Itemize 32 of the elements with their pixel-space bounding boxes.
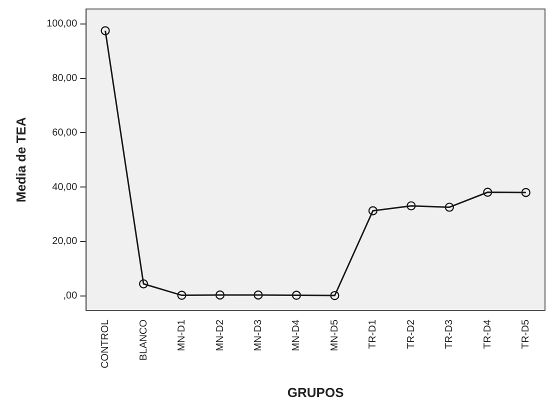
point <box>368 206 378 216</box>
point <box>483 188 492 197</box>
y-tick-label: 80,00 <box>52 73 78 84</box>
point <box>254 290 263 300</box>
x-tick-label: BLANCO <box>138 319 150 361</box>
x-tick-label: MN-D3 <box>252 319 264 352</box>
x-tick-label: MN-D1 <box>176 319 188 352</box>
x-tick-label: TR-D5 <box>520 319 532 349</box>
point <box>330 290 340 300</box>
point <box>215 290 225 300</box>
point <box>444 202 454 212</box>
y-tick-label: ,00 <box>63 290 78 302</box>
x-tick-label: MN-D2 <box>214 319 226 352</box>
point <box>100 26 110 36</box>
y-tick-label: 20,00 <box>52 236 78 248</box>
y-tick-label: 40,00 <box>52 182 78 193</box>
x-tick-label: TR-D1 <box>368 319 379 349</box>
x-tick-label: CONTROL <box>100 319 112 368</box>
y-tick-label: 100,00 <box>46 18 78 30</box>
point <box>292 290 302 300</box>
y-tick-label: 60,00 <box>52 127 78 138</box>
x-tick-label: TR-D3 <box>444 319 456 349</box>
x-axis-title: GRUPOS <box>287 384 344 400</box>
y-axis-title: Media de TEA <box>13 116 28 202</box>
point <box>406 201 416 210</box>
point <box>177 290 186 300</box>
x-tick-label: MN-D4 <box>291 319 302 352</box>
point <box>138 279 148 288</box>
x-tick-label: TR-D4 <box>482 319 494 349</box>
x-tick-label: MN-D5 <box>329 319 340 352</box>
x-tick-label: TR-D2 <box>406 319 417 349</box>
point <box>521 188 530 198</box>
